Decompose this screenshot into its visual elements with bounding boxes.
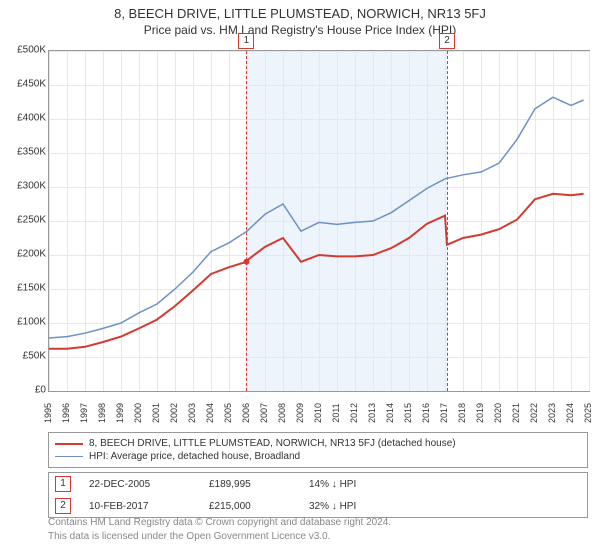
event-date-1: 22-DEC-2005	[89, 479, 209, 490]
legend-item-hpi: HPI: Average price, detached house, Broa…	[55, 450, 581, 463]
series-property	[49, 194, 584, 349]
gridline-vertical	[589, 51, 590, 391]
chart-svg	[49, 51, 589, 391]
y-axis-label: £150K	[2, 283, 46, 294]
x-axis-label: 2011	[331, 403, 341, 422]
attribution-line1: Contains HM Land Registry data © Crown c…	[48, 516, 588, 530]
sale-marker-dot	[243, 259, 249, 265]
chart-plot-area: 12	[48, 50, 590, 392]
legend-swatch-hpi	[55, 456, 83, 457]
x-axis-label: 2019	[475, 403, 485, 423]
attribution-line2: This data is licensed under the Open Gov…	[48, 530, 588, 544]
event-row-1: 1 22-DEC-2005 £189,995 14% ↓ HPI	[49, 473, 587, 495]
x-axis-label: 2024	[565, 403, 575, 423]
x-axis-label: 2003	[187, 403, 197, 423]
page-subtitle: Price paid vs. HM Land Registry's House …	[0, 21, 600, 37]
x-axis-label: 1998	[97, 403, 107, 423]
event-marker-box: 2	[439, 33, 455, 49]
x-axis-label: 2021	[511, 403, 521, 423]
event-delta-2: 32% ↓ HPI	[309, 501, 429, 512]
x-axis-label: 2012	[349, 403, 359, 423]
x-axis-label: 2023	[547, 403, 557, 423]
y-axis-label: £50K	[2, 351, 46, 362]
y-axis-label: £400K	[2, 113, 46, 124]
y-axis-label: £450K	[2, 79, 46, 90]
y-axis-label: £100K	[2, 317, 46, 328]
x-axis-label: 2014	[385, 403, 395, 423]
x-axis-label: 2010	[313, 403, 323, 423]
events-table: 1 22-DEC-2005 £189,995 14% ↓ HPI 2 10-FE…	[48, 472, 588, 518]
event-row-2: 2 10-FEB-2017 £215,000 32% ↓ HPI	[49, 495, 587, 517]
event-price-2: £215,000	[209, 501, 309, 512]
x-axis-label: 2018	[457, 403, 467, 423]
legend-item-property: 8, BEECH DRIVE, LITTLE PLUMSTEAD, NORWIC…	[55, 437, 581, 450]
event-marker-box: 1	[238, 33, 254, 49]
x-axis-label: 2004	[205, 403, 215, 423]
y-axis-label: £500K	[2, 45, 46, 56]
attribution: Contains HM Land Registry data © Crown c…	[48, 516, 588, 543]
x-axis-label: 2020	[493, 403, 503, 423]
page-title: 8, BEECH DRIVE, LITTLE PLUMSTEAD, NORWIC…	[0, 0, 600, 21]
x-axis-label: 2016	[421, 403, 431, 423]
legend-swatch-property	[55, 443, 83, 445]
x-axis-label: 2008	[277, 403, 287, 423]
x-axis-label: 2001	[151, 403, 161, 423]
event-delta-1: 14% ↓ HPI	[309, 479, 429, 490]
x-axis-label: 2013	[367, 403, 377, 423]
legend-label-hpi: HPI: Average price, detached house, Broa…	[89, 451, 300, 462]
y-axis-label: £250K	[2, 215, 46, 226]
x-axis-label: 1996	[61, 403, 71, 423]
x-axis-label: 2006	[241, 403, 251, 423]
x-axis-label: 2007	[259, 403, 269, 423]
y-axis-label: £300K	[2, 181, 46, 192]
x-axis-label: 1995	[43, 403, 53, 423]
chart-container: 8, BEECH DRIVE, LITTLE PLUMSTEAD, NORWIC…	[0, 0, 600, 560]
x-axis-label: 2022	[529, 403, 539, 423]
x-axis-label: 2017	[439, 403, 449, 423]
x-axis-label: 1999	[115, 403, 125, 423]
legend: 8, BEECH DRIVE, LITTLE PLUMSTEAD, NORWIC…	[48, 432, 588, 468]
legend-label-property: 8, BEECH DRIVE, LITTLE PLUMSTEAD, NORWIC…	[89, 438, 456, 449]
series-hpi	[49, 97, 584, 338]
y-axis-label: £350K	[2, 147, 46, 158]
y-axis-label: £200K	[2, 249, 46, 260]
x-axis-label: 1997	[79, 403, 89, 423]
x-axis-label: 2002	[169, 403, 179, 423]
x-axis-label: 2009	[295, 403, 305, 423]
x-axis-label: 2015	[403, 403, 413, 423]
event-marker-2: 2	[55, 498, 71, 514]
event-marker-1: 1	[55, 476, 71, 492]
x-axis-label: 2025	[583, 403, 593, 423]
event-date-2: 10-FEB-2017	[89, 501, 209, 512]
event-price-1: £189,995	[209, 479, 309, 490]
x-axis-label: 2000	[133, 403, 143, 423]
x-axis-label: 2005	[223, 403, 233, 423]
y-axis-label: £0	[2, 385, 46, 396]
